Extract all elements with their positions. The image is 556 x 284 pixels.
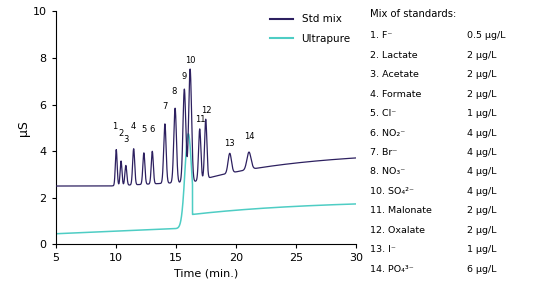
Text: 1: 1 — [112, 122, 118, 131]
Text: 11: 11 — [195, 115, 206, 124]
Text: 2: 2 — [118, 129, 123, 138]
Text: 2 μg/L: 2 μg/L — [467, 70, 497, 79]
Text: 10: 10 — [185, 56, 195, 65]
Text: 8. NO₃⁻: 8. NO₃⁻ — [370, 168, 405, 176]
Text: 13. I⁻: 13. I⁻ — [370, 245, 396, 254]
Text: 4: 4 — [131, 122, 136, 131]
Text: 8: 8 — [172, 87, 177, 96]
Text: 14. PO₄³⁻: 14. PO₄³⁻ — [370, 265, 414, 274]
Text: 2 μg/L: 2 μg/L — [467, 206, 497, 215]
Text: 1 μg/L: 1 μg/L — [467, 245, 497, 254]
Text: 9: 9 — [182, 72, 187, 81]
Text: 7: 7 — [162, 103, 167, 112]
Text: 2. Lactate: 2. Lactate — [370, 51, 418, 60]
Text: 12: 12 — [201, 106, 212, 115]
Legend: Std mix, Ultrapure: Std mix, Ultrapure — [270, 14, 351, 44]
Text: 3. Acetate: 3. Acetate — [370, 70, 419, 79]
X-axis label: Time (min.): Time (min.) — [173, 269, 238, 279]
Text: 1 μg/L: 1 μg/L — [467, 109, 497, 118]
Text: 4 μg/L: 4 μg/L — [467, 187, 497, 196]
Text: 6: 6 — [150, 125, 155, 134]
Text: 14: 14 — [244, 131, 255, 141]
Text: 0.5 μg/L: 0.5 μg/L — [467, 31, 505, 40]
Text: 2 μg/L: 2 μg/L — [467, 51, 497, 60]
Text: 6. NO₂⁻: 6. NO₂⁻ — [370, 128, 405, 137]
Text: 4 μg/L: 4 μg/L — [467, 148, 497, 157]
Text: 5. Cl⁻: 5. Cl⁻ — [370, 109, 396, 118]
Text: 2 μg/L: 2 μg/L — [467, 90, 497, 99]
Text: 6 μg/L: 6 μg/L — [467, 265, 497, 274]
Text: 2 μg/L: 2 μg/L — [467, 226, 497, 235]
Text: 7. Br⁻: 7. Br⁻ — [370, 148, 397, 157]
Text: 4. Formate: 4. Formate — [370, 90, 421, 99]
Text: 1. F⁻: 1. F⁻ — [370, 31, 392, 40]
Text: 3: 3 — [123, 135, 128, 144]
Text: 4 μg/L: 4 μg/L — [467, 128, 497, 137]
Text: Mix of standards:: Mix of standards: — [370, 9, 456, 18]
Text: 5: 5 — [141, 125, 146, 134]
Text: 11. Malonate: 11. Malonate — [370, 206, 431, 215]
Text: 12. Oxalate: 12. Oxalate — [370, 226, 425, 235]
Text: 13: 13 — [225, 139, 235, 148]
Text: 10. SO₄²⁻: 10. SO₄²⁻ — [370, 187, 414, 196]
Y-axis label: μS: μS — [17, 120, 30, 136]
Text: 4 μg/L: 4 μg/L — [467, 168, 497, 176]
